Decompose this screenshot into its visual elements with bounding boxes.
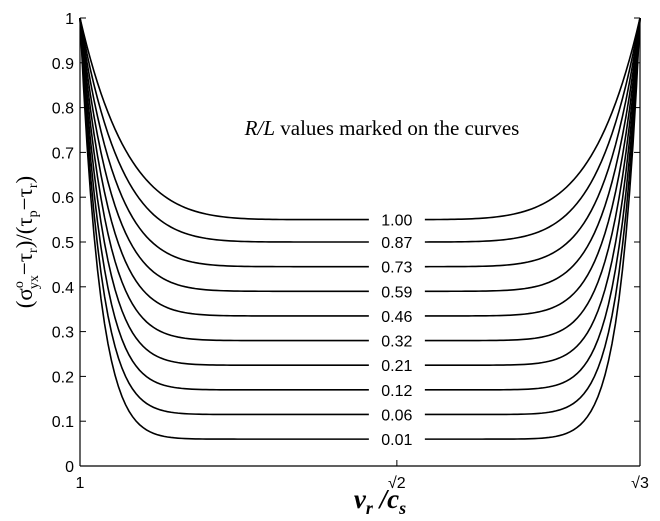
annotation: R/L values marked on the curves [244,116,520,140]
y-tick-label: 0.9 [52,56,74,73]
x-tick-label: √2 [388,475,406,492]
x-axis-label: vr /cs [354,484,406,518]
curve-label: 0.06 [381,407,412,424]
curve-0.73 [79,17,641,268]
curve-label: 0.73 [381,260,412,277]
curve-label: 0.59 [381,284,412,301]
curve-label-bg [368,282,425,301]
curve-label-bg [368,306,425,325]
y-tick-label: 0.4 [52,280,74,297]
curve-label: 0.87 [381,235,412,252]
x-label-main: v [354,484,367,514]
y-tick-label: 0.6 [52,190,74,207]
curve-0.21 [79,17,641,367]
curve-label-bg [368,405,425,424]
annotation-rest: values marked on the curves [275,116,519,140]
y-label-sub: yx [27,275,42,289]
curve-0.59 [79,17,641,293]
curve-0.87 [79,17,641,243]
y-tick-label: 0 [65,459,74,476]
x-label-sub-r: r [366,498,374,518]
curve-label: 0.46 [381,309,412,326]
curve-1.00 [79,17,641,221]
curves [79,17,641,440]
curve-labels: 1.00 0.87 0.73 0.59 0.46 0.32 0.21 0.12 0.06 0.01 [368,210,425,449]
y-tick-label: 0.1 [52,414,74,431]
curve-label: 0.01 [381,432,412,449]
curve-label-bg [368,331,425,350]
y-tick-label: 0.7 [52,145,74,162]
curve-0.12 [79,17,641,391]
curve-label-bg [368,257,425,276]
curve-label-bg [368,232,425,251]
curve-label-bg [368,210,425,229]
y-label-sub-r2: r [26,183,41,188]
x-tick-label: √3 [631,475,649,492]
curve-0.32 [79,17,641,342]
annotation-italic: R/L [244,116,275,140]
x-label-slash: /c [373,484,399,514]
x-label-sub-s: s [398,498,406,518]
curve-0.06 [79,17,641,416]
y-tick-label: 1 [65,11,74,28]
y-tick-label: 0.5 [52,235,74,252]
curve-label: 1.00 [381,213,412,230]
y-tick-label: 0.8 [52,101,74,118]
curve-label-bg [368,430,425,449]
axes: 0 0.1 0.2 0.3 0.4 0.5 0.6 0.7 0.8 0.9 1 1 √2 √3 [52,11,649,492]
curve-0.01 [79,17,641,440]
y-tick-label: 0.2 [52,369,74,386]
y-label-open: (σ [12,288,37,309]
curve-label-bg [368,356,425,375]
curve-0.46 [79,17,641,317]
y-label-close: ) [12,176,37,184]
y-label-mid2: )/(τ [12,217,37,248]
y-label-sup: o [12,281,27,288]
y-label-mid3: −τ [12,188,37,210]
curve-label: 0.12 [381,383,412,400]
curve-label: 0.21 [381,358,412,375]
x-tick-label: 1 [76,475,85,492]
y-label-mid1: −τ [12,253,37,275]
curve-label-bg [368,380,425,399]
y-label-sub-r1: r [26,248,41,253]
y-label-sub-p: p [26,210,41,217]
curve-label: 0.32 [381,334,412,351]
y-axis-label: (σoyx−τr)/(τp−τr) [12,176,42,308]
y-tick-label: 0.3 [52,325,74,342]
